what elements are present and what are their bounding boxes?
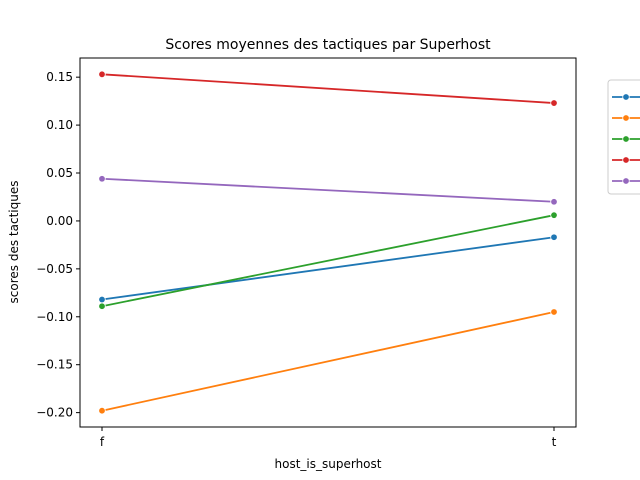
series-line-1 (101, 236, 555, 301)
y-tick-label: −0.10 (36, 310, 73, 324)
legend-marker-4 (622, 156, 630, 164)
series-line-3 (101, 214, 555, 308)
y-tick-label: −0.15 (36, 358, 73, 372)
plot-frame (79, 57, 577, 428)
y-tick-label: 0.00 (46, 214, 73, 228)
series-layer (98, 70, 558, 415)
x-tick-label: f (100, 435, 105, 449)
series-1-point (98, 295, 106, 304)
x-tick-label: t (552, 435, 557, 449)
y-tick-label: −0.05 (36, 262, 73, 276)
series-4-point (550, 99, 558, 107)
chart-title: Scores moyennes des tactiques par Superh… (165, 37, 491, 53)
series-line-5 (101, 177, 555, 203)
series-line-4 (101, 73, 555, 104)
series-3-point (98, 302, 106, 310)
legend-marker-3 (622, 135, 630, 143)
legend-marker-2 (622, 114, 630, 122)
y-tick-label: 0.15 (46, 70, 73, 84)
series-3-point (550, 211, 558, 219)
y-tick-label: −0.20 (36, 406, 73, 420)
series-2-point (550, 308, 558, 316)
series-5-point (98, 175, 106, 183)
y-axis-label: scores des tactiques (7, 181, 21, 304)
series-2-point (98, 407, 106, 415)
legend-marker-1 (622, 93, 630, 101)
legend-marker-5 (622, 177, 630, 185)
x-axis-label: host_is_superhost (275, 457, 382, 471)
y-tick-label: 0.05 (46, 166, 73, 180)
legend (607, 79, 640, 195)
series-line-2 (101, 311, 555, 412)
y-axis: −0.20 −0.15 −0.10 −0.05 0.00 0.05 0.10 0.15 (36, 70, 80, 420)
y-tick-label: 0.10 (46, 118, 73, 132)
series-5-point (550, 198, 558, 206)
series-4-point (98, 70, 106, 78)
series-1-point (550, 233, 558, 241)
